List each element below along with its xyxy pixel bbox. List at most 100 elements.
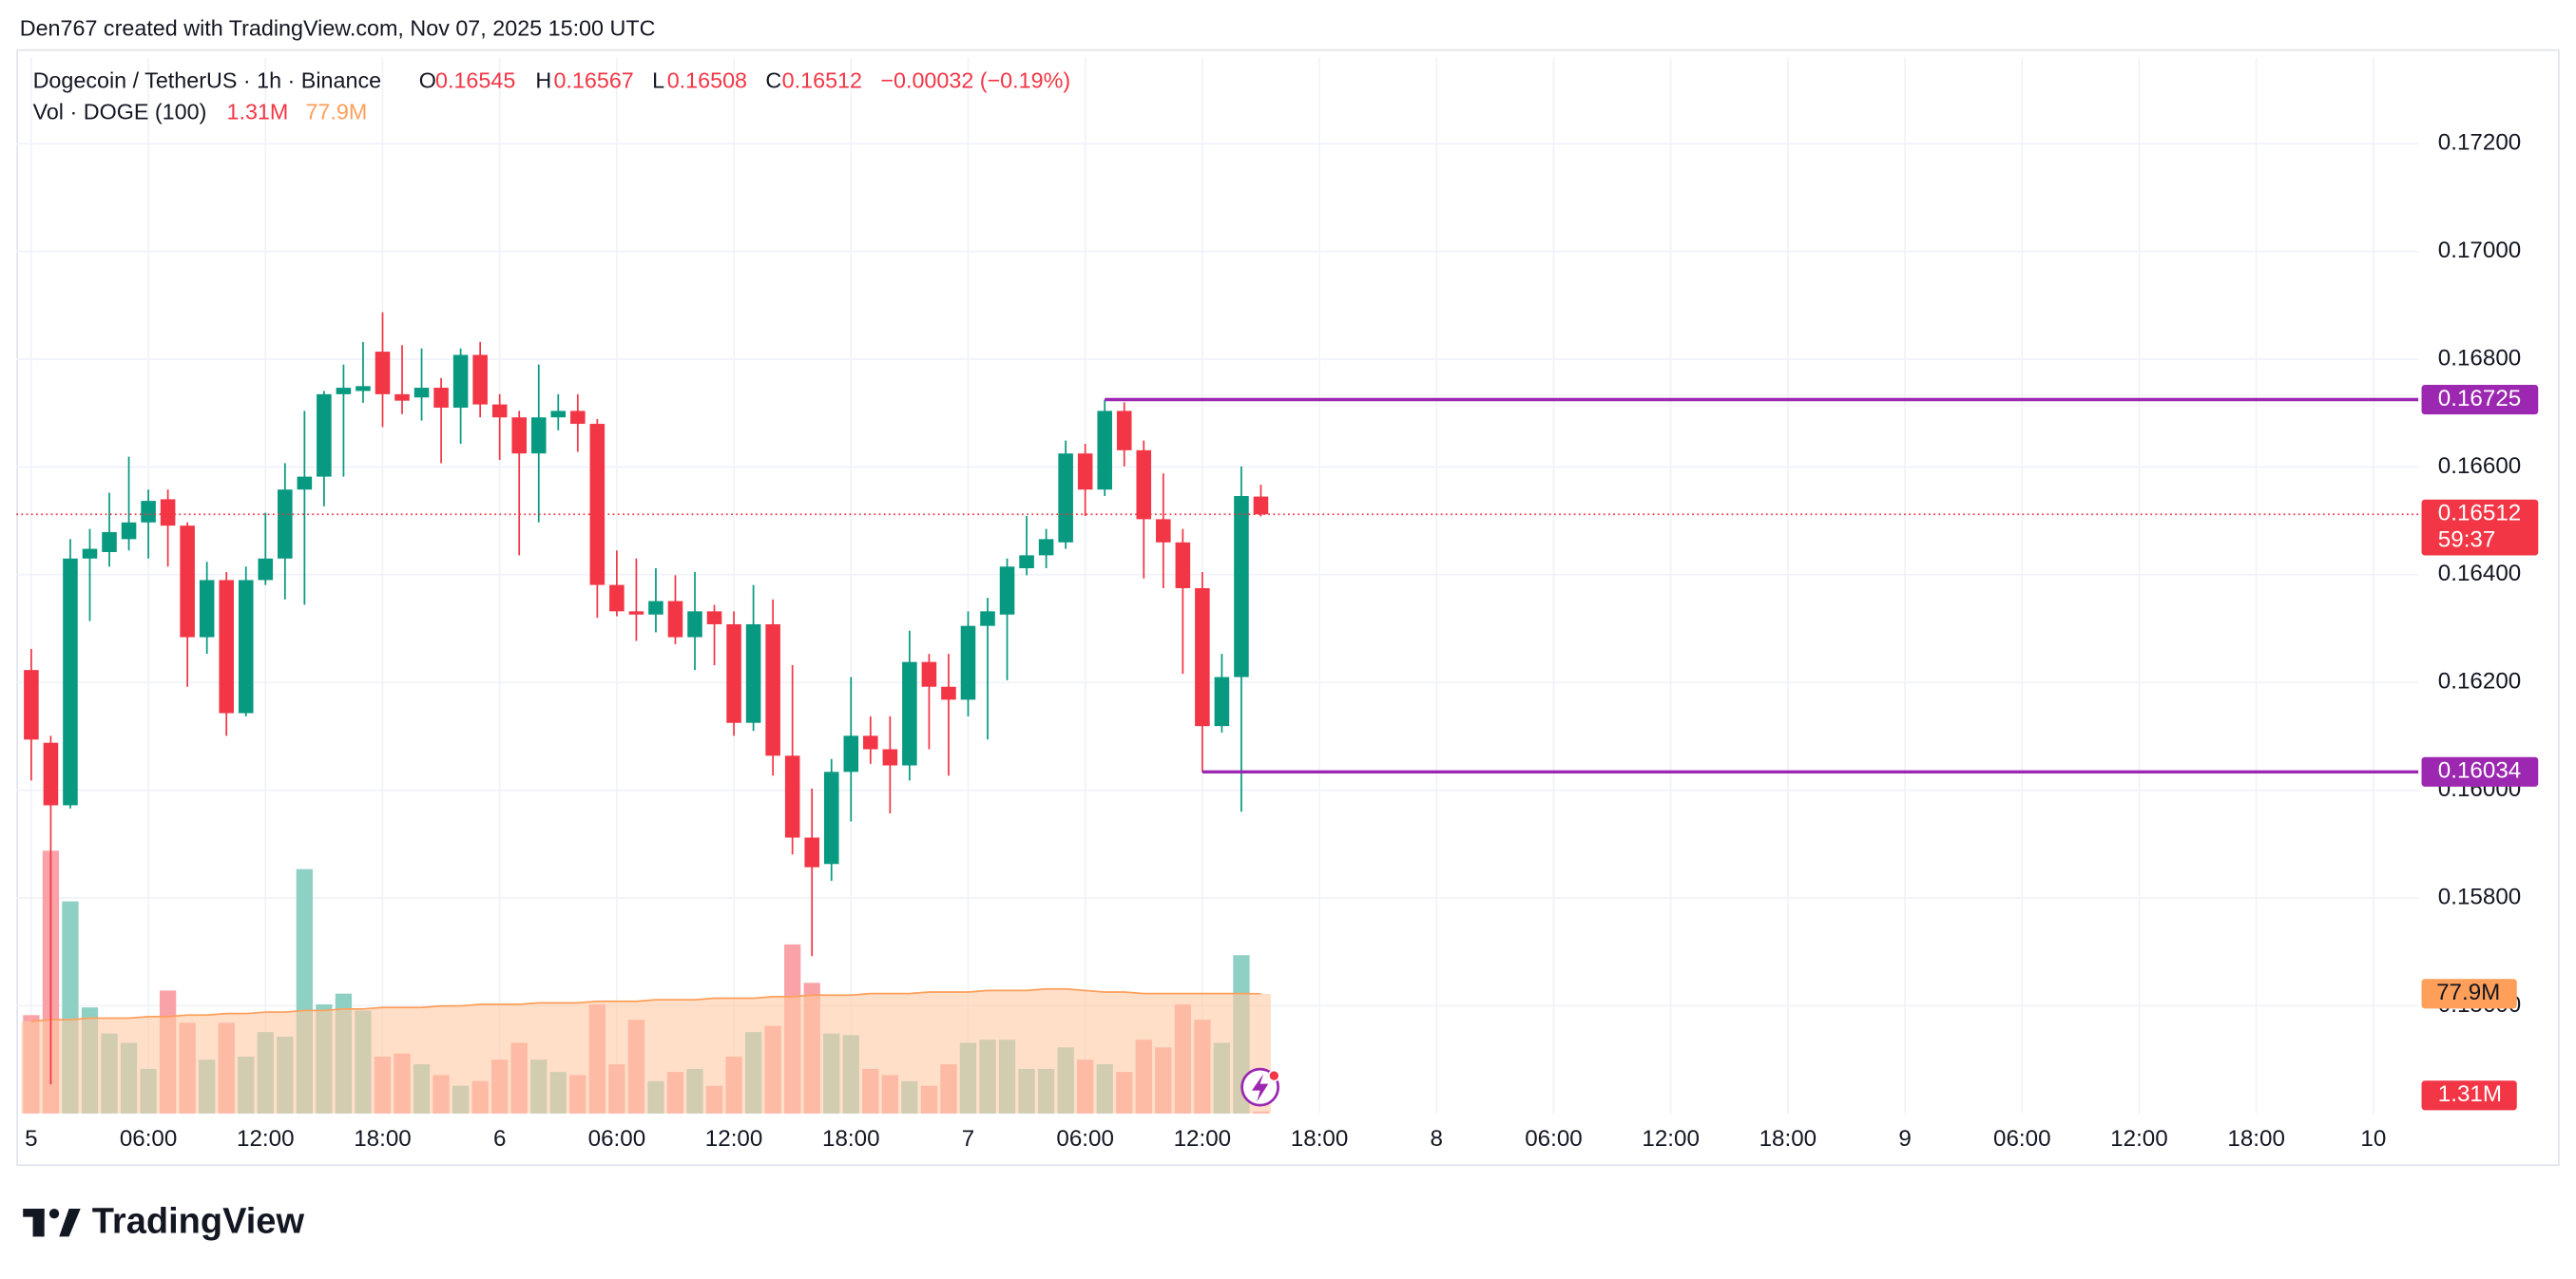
candle-body — [180, 525, 195, 638]
candle-body — [1195, 587, 1210, 727]
x-tick-label: 10 — [2360, 1126, 2386, 1152]
candle-body — [141, 501, 156, 523]
x-tick-label: 7 — [962, 1126, 974, 1152]
y-tick-label: 0.16600 — [2438, 453, 2521, 479]
x-tick-label: 12:00 — [1642, 1126, 1700, 1152]
ohlc-key: O — [419, 68, 436, 93]
candle-body — [491, 404, 508, 418]
candle-body — [882, 749, 898, 766]
volume-ma-line — [30, 987, 1261, 1022]
candle-body — [199, 580, 215, 638]
candle-body — [863, 735, 878, 750]
candle-body — [628, 611, 644, 615]
candle-body — [297, 476, 313, 490]
x-tick-label: 12:00 — [1174, 1126, 1232, 1152]
y-tick-label: 0.16400 — [2438, 561, 2521, 586]
y-tick-label: 0.15800 — [2438, 884, 2521, 909]
volume-title: Vol · DOGE (100) — [33, 99, 207, 124]
candle-body — [823, 772, 839, 865]
candle-body — [1116, 410, 1132, 450]
candle-body — [687, 611, 702, 638]
candle-body — [843, 735, 859, 773]
x-tick-label: 06:00 — [1993, 1126, 2051, 1152]
candle-body — [804, 837, 819, 868]
candle-body — [43, 742, 59, 806]
ohlc-value: 0.16512 — [782, 68, 862, 93]
axes: 0.156000.158000.160000.162000.164000.166… — [25, 130, 2539, 1152]
candle-body — [960, 625, 976, 700]
volume-ma-value: 77.9M — [305, 99, 367, 124]
candle-body — [413, 388, 430, 398]
candle-body — [472, 354, 488, 405]
candle-body — [1038, 539, 1054, 556]
ohlc-value: 0.16567 — [553, 68, 633, 93]
candle-body — [121, 522, 137, 540]
candle-body — [317, 393, 332, 477]
y-tick-label: 0.17200 — [2438, 130, 2521, 156]
logo-stem — [32, 1209, 45, 1237]
candle-body — [433, 388, 449, 409]
x-tick-label: 18:00 — [354, 1126, 412, 1152]
x-tick-label: 06:00 — [588, 1126, 646, 1152]
ohlc-key: H — [535, 68, 551, 93]
volume-ma-label: 77.9M — [2436, 980, 2500, 1005]
candle-body — [102, 532, 117, 552]
candle-body — [706, 611, 722, 624]
candle-body — [1136, 449, 1152, 520]
candle-body — [765, 623, 780, 756]
candle-body — [278, 489, 293, 559]
x-tick-label: 6 — [493, 1126, 506, 1152]
y-tick-label: 0.16800 — [2438, 345, 2521, 371]
candle-body — [1175, 542, 1191, 588]
ohlc-key: C — [765, 68, 781, 93]
ohlc-value: 0.16545 — [435, 68, 515, 93]
last-price-label: 0.16512 — [2438, 501, 2521, 526]
change: −0.00032 (−0.19%) — [880, 68, 1070, 93]
volume-pane — [21, 850, 1271, 1114]
candle-body — [589, 424, 606, 585]
alert-icon[interactable] — [1240, 1067, 1280, 1107]
candle-body — [1214, 677, 1230, 727]
level-label: 0.16725 — [2438, 386, 2521, 411]
candle-body — [1097, 410, 1112, 490]
candle-body — [902, 661, 917, 766]
volume-value: 1.31M — [227, 99, 289, 124]
candle-body — [1077, 453, 1093, 490]
level-label-box — [2421, 756, 2539, 787]
attribution: Den767 created with TradingView.com, Nov… — [20, 15, 656, 40]
logo[interactable]: TradingView — [23, 1202, 304, 1242]
candle-body — [921, 661, 937, 687]
candle-body — [941, 686, 956, 700]
candle-body — [1234, 496, 1249, 678]
logo-dot — [48, 1209, 60, 1219]
candle-body — [648, 601, 663, 615]
candle-body — [570, 410, 586, 425]
candle-body — [238, 580, 254, 714]
candle-body — [745, 623, 761, 723]
alert-bolt — [1251, 1074, 1269, 1102]
x-tick-label: 18:00 — [1291, 1126, 1349, 1152]
candle-body — [511, 417, 527, 454]
x-tick-label: 06:00 — [120, 1126, 178, 1152]
candle-body — [82, 548, 98, 559]
x-tick-label: 12:00 — [705, 1126, 763, 1152]
x-tick-label: 5 — [25, 1126, 37, 1152]
candle-body — [1156, 519, 1171, 543]
candle-body — [999, 566, 1015, 615]
candle-body — [980, 611, 995, 626]
volume-label: 1.31M — [2438, 1081, 2502, 1107]
brand: TradingView — [92, 1202, 305, 1242]
candle-body — [784, 755, 800, 838]
header: Dogecoin / TetherUS · 1h · Binance O 0.1… — [33, 68, 1071, 124]
candle-body — [550, 410, 567, 418]
candle-body — [24, 670, 39, 740]
x-tick-label: 8 — [1431, 1126, 1443, 1152]
chart-frame — [16, 48, 2560, 1167]
x-tick-label: 9 — [1898, 1126, 1911, 1152]
candle-body — [1253, 496, 1269, 515]
x-tick-label: 12:00 — [237, 1126, 295, 1152]
x-tick-label: 06:00 — [1525, 1126, 1583, 1152]
ohlc-value: 0.16508 — [667, 68, 747, 93]
y-tick-label: 0.17000 — [2438, 238, 2521, 263]
